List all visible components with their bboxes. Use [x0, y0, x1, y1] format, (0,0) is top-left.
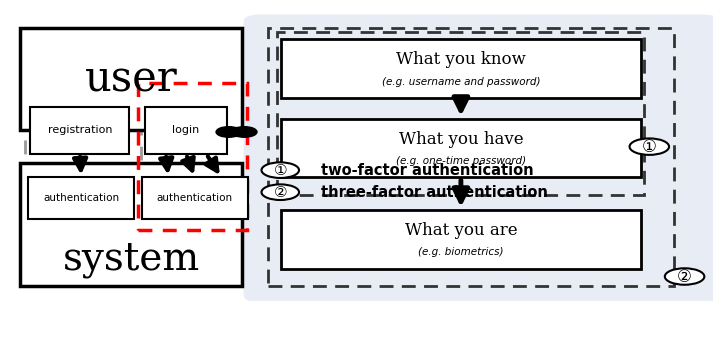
Circle shape	[629, 138, 669, 155]
Text: (e.g. biometrics): (e.g. biometrics)	[418, 247, 504, 257]
FancyBboxPatch shape	[145, 107, 227, 154]
Text: What you are: What you are	[405, 222, 517, 239]
FancyBboxPatch shape	[28, 177, 134, 219]
Text: two-factor authentication: two-factor authentication	[321, 162, 534, 178]
Circle shape	[665, 268, 704, 285]
Text: (e.g. one-time password): (e.g. one-time password)	[396, 156, 526, 166]
FancyBboxPatch shape	[243, 15, 720, 302]
Text: authentication: authentication	[43, 193, 120, 203]
Text: ②: ②	[274, 185, 287, 200]
FancyBboxPatch shape	[281, 210, 641, 269]
Text: login: login	[173, 125, 199, 136]
Text: (e.g. username and password): (e.g. username and password)	[382, 77, 540, 87]
FancyBboxPatch shape	[281, 39, 641, 98]
FancyBboxPatch shape	[30, 107, 130, 154]
Text: registration: registration	[48, 125, 112, 136]
Text: three-factor authentication: three-factor authentication	[321, 185, 548, 200]
Circle shape	[232, 127, 257, 137]
Text: ②: ②	[677, 268, 692, 286]
FancyBboxPatch shape	[20, 163, 242, 286]
Text: system: system	[63, 241, 199, 278]
Text: ①: ①	[274, 162, 287, 178]
FancyBboxPatch shape	[281, 119, 641, 177]
FancyBboxPatch shape	[20, 28, 242, 131]
Circle shape	[216, 127, 241, 137]
Text: What you have: What you have	[399, 131, 523, 148]
FancyBboxPatch shape	[142, 177, 248, 219]
Text: authentication: authentication	[157, 193, 233, 203]
Text: What you know: What you know	[396, 51, 526, 68]
Circle shape	[261, 184, 299, 200]
Text: user: user	[85, 58, 177, 100]
Text: ①: ①	[642, 138, 657, 156]
Circle shape	[261, 162, 299, 178]
